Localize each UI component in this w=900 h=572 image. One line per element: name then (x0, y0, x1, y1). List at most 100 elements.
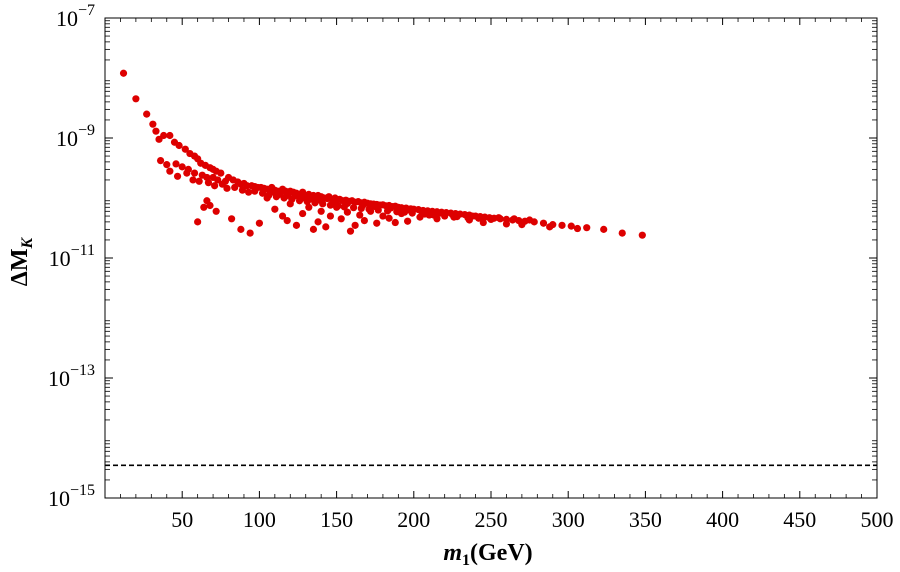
data-point (573, 224, 582, 233)
y-axis-title: ΔMK (7, 236, 36, 286)
data-point (343, 208, 352, 216)
data-point (283, 191, 291, 200)
data-point (183, 169, 191, 177)
data-point (479, 218, 487, 227)
data-point (292, 221, 301, 229)
data-point (346, 227, 355, 235)
x-tick-label: 200 (397, 507, 430, 532)
data-point (283, 217, 291, 225)
data-point (218, 180, 226, 188)
data-point (269, 188, 277, 196)
data-point (305, 203, 313, 211)
data-point (275, 190, 284, 198)
data-point (360, 217, 368, 225)
data-point (178, 163, 186, 171)
data-point (189, 176, 197, 184)
data-point (495, 214, 503, 222)
data-point (404, 217, 412, 225)
data-point (322, 223, 330, 231)
data-point (448, 210, 456, 219)
data-point (223, 184, 231, 192)
data-point (539, 219, 548, 227)
x-axis-ticks: 50 100 150 200 250 300 350 400 450 500 (120, 18, 894, 532)
data-point (583, 224, 591, 232)
data-point (175, 141, 183, 150)
x-tick-label: 50 (171, 507, 193, 532)
data-point (299, 209, 307, 218)
data-point (502, 220, 511, 228)
data-point (373, 219, 381, 227)
x-tick-label: 350 (629, 507, 662, 532)
data-point (546, 223, 554, 231)
data-point (237, 225, 245, 233)
data-point (405, 206, 413, 214)
data-point (206, 201, 214, 210)
data-point (300, 194, 308, 202)
data-point (600, 225, 608, 233)
data-point (349, 204, 358, 212)
y-axis-ticks: 10−7 10−9 10−11 10−13 10−15 (48, 2, 877, 511)
data-point (119, 69, 128, 77)
plot-frame (104, 17, 878, 499)
data-point (314, 218, 322, 226)
data-point (343, 199, 352, 208)
x-tick-label: 400 (706, 507, 739, 532)
data-point (156, 157, 165, 165)
data-point (379, 212, 387, 220)
data-point (468, 212, 477, 220)
x-tick-label: 500 (861, 507, 894, 532)
data-point (217, 169, 225, 177)
data-point (387, 204, 395, 212)
data-point (214, 176, 222, 184)
data-point (278, 212, 287, 220)
minor-ticks (105, 20, 877, 481)
data-point (316, 196, 324, 204)
y-tick-label: 10−11 (49, 242, 95, 271)
data-point (160, 131, 168, 140)
x-axis-title: m1(GeV) (443, 540, 532, 569)
data-point (417, 207, 426, 215)
data-point (200, 203, 208, 211)
x-tick-label: 450 (783, 507, 816, 532)
data-point (228, 215, 236, 223)
data-point (143, 110, 151, 118)
data-point (385, 214, 393, 222)
data-point (195, 177, 203, 185)
data-point (356, 211, 364, 219)
data-point (317, 207, 325, 215)
data-point (166, 167, 174, 175)
data-point (371, 202, 379, 211)
data-point (436, 209, 444, 217)
data-point (365, 205, 373, 213)
data-point (255, 219, 263, 227)
data-point (510, 215, 518, 223)
data-point (244, 188, 253, 196)
data-point (359, 201, 367, 209)
data-point (558, 221, 566, 229)
x-tick-label: 100 (243, 507, 276, 532)
y-tick-label: 10−15 (48, 482, 95, 511)
data-point (430, 211, 438, 219)
y-tick-label: 10−13 (48, 362, 95, 391)
data-points (119, 69, 646, 239)
data-point (251, 187, 259, 195)
data-point (166, 131, 174, 140)
data-point (337, 215, 345, 223)
data-point (173, 172, 182, 180)
data-point (149, 120, 157, 128)
data-point (132, 95, 140, 103)
data-point (518, 221, 526, 229)
data-point (258, 189, 267, 197)
data-point (211, 182, 219, 190)
data-point (181, 145, 189, 153)
data-point (638, 231, 646, 239)
x-tick-label: 250 (475, 507, 508, 532)
data-point (212, 207, 220, 215)
plot-border (104, 17, 878, 499)
data-point (567, 222, 575, 230)
x-tick-label: 150 (320, 507, 353, 532)
data-point (487, 215, 495, 223)
data-point (204, 179, 213, 187)
data-point (618, 229, 626, 237)
